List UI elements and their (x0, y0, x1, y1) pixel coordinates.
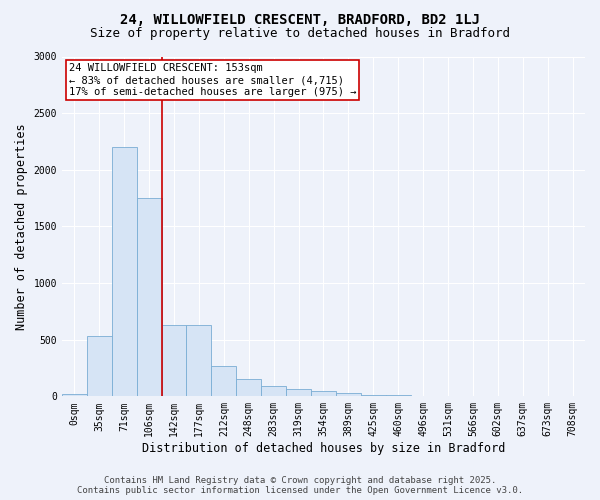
Bar (87, 336, 112, 396)
Bar (311, 391, 336, 396)
Bar (137, 198, 161, 396)
Text: Contains HM Land Registry data © Crown copyright and database right 2025.
Contai: Contains HM Land Registry data © Crown c… (77, 476, 523, 495)
Bar (336, 393, 361, 396)
Bar (211, 366, 236, 396)
Bar (361, 395, 386, 396)
X-axis label: Distribution of detached houses by size in Bradford: Distribution of detached houses by size … (142, 442, 505, 455)
Text: 24 WILLOWFIELD CRESCENT: 153sqm
← 83% of detached houses are smaller (4,715)
17%: 24 WILLOWFIELD CRESCENT: 153sqm ← 83% of… (69, 64, 356, 96)
Bar (187, 325, 211, 396)
Bar (62, 394, 87, 396)
Text: 24, WILLOWFIELD CRESCENT, BRADFORD, BD2 1LJ: 24, WILLOWFIELD CRESCENT, BRADFORD, BD2 … (120, 12, 480, 26)
Text: Size of property relative to detached houses in Bradford: Size of property relative to detached ho… (90, 28, 510, 40)
Bar (236, 379, 261, 396)
Bar (261, 386, 286, 396)
Y-axis label: Number of detached properties: Number of detached properties (15, 123, 28, 330)
Bar (161, 325, 187, 396)
Bar (286, 389, 311, 396)
Bar (112, 147, 137, 396)
